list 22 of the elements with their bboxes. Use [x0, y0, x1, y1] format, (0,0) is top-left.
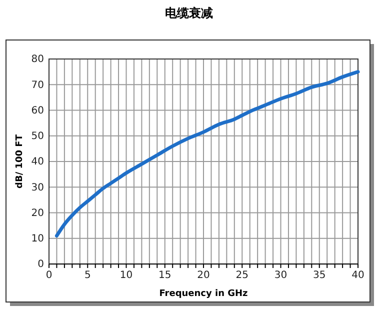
- y-tick-label: 30: [31, 182, 44, 194]
- x-tick-label: 25: [236, 270, 248, 282]
- x-tick-label: 15: [158, 270, 172, 282]
- y-tick-label: 20: [31, 208, 44, 219]
- y-tick-label: 60: [31, 105, 44, 116]
- y-tick-label: 80: [31, 54, 44, 66]
- x-tick-label: 20: [197, 270, 210, 282]
- chart-title: 电缆衰减: [165, 6, 213, 20]
- x-tick-label: 35: [313, 270, 326, 282]
- y-tick-label: 10: [31, 234, 44, 245]
- y-axis-title: dB/ 100 FT: [15, 134, 25, 188]
- x-tick-label: 0: [46, 270, 52, 282]
- y-tick-label: 40: [31, 156, 44, 168]
- x-axis-title: Frequency in GHz: [159, 289, 248, 299]
- x-tick-label: 30: [274, 270, 288, 282]
- line-series: [54, 70, 360, 238]
- x-tick-label: 10: [120, 270, 133, 282]
- y-tick-label: 0: [38, 259, 44, 270]
- x-tick-label: 5: [84, 270, 91, 282]
- y-tick-label: 70: [31, 80, 44, 91]
- x-tick-label: 40: [352, 270, 364, 282]
- y-tick-label: 50: [31, 131, 44, 142]
